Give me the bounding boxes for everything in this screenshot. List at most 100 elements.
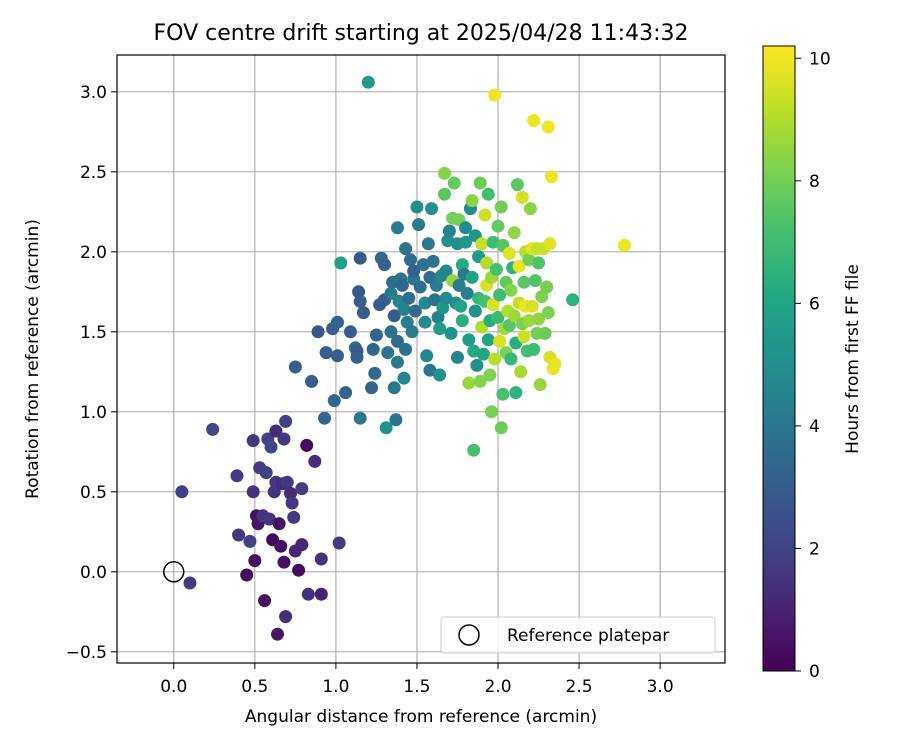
y-tick-label: −0.5 <box>66 643 107 663</box>
x-tick-label: 3.0 <box>647 677 674 697</box>
data-point <box>361 75 375 89</box>
data-point <box>384 286 398 300</box>
data-point <box>259 466 273 480</box>
data-point <box>541 306 555 320</box>
data-point <box>455 314 469 328</box>
plot-frame <box>116 54 726 664</box>
data-point <box>379 421 393 435</box>
data-point <box>390 355 404 369</box>
data-point <box>407 264 421 278</box>
data-point <box>314 587 328 601</box>
data-point <box>452 278 466 292</box>
data-point <box>517 275 531 289</box>
data-point <box>331 315 345 329</box>
data-point <box>300 438 314 452</box>
data-point <box>301 587 315 601</box>
data-point <box>517 330 531 344</box>
data-point <box>353 411 367 425</box>
data-point <box>454 299 468 313</box>
data-point <box>509 386 523 400</box>
data-point <box>535 290 549 304</box>
data-point <box>274 539 288 553</box>
data-point <box>439 291 453 305</box>
data-point <box>496 387 510 401</box>
data-point <box>410 200 424 214</box>
data-point <box>353 294 367 308</box>
data-point <box>230 469 244 483</box>
data-point <box>473 374 487 388</box>
data-point <box>343 325 357 339</box>
legend-box <box>440 616 716 654</box>
data-point <box>339 386 353 400</box>
data-point <box>493 288 507 302</box>
data-point <box>369 328 383 342</box>
reference-marker <box>162 561 185 583</box>
x-tick-label: 2.0 <box>484 677 511 697</box>
y-tick-label: 0.0 <box>80 563 107 583</box>
data-point <box>271 627 285 641</box>
data-point <box>175 485 189 499</box>
data-point <box>493 334 507 348</box>
data-point <box>433 368 447 382</box>
x-tick-label: 2.5 <box>566 677 593 697</box>
data-point <box>280 475 294 489</box>
data-point <box>431 310 445 324</box>
data-point <box>483 368 497 382</box>
legend: Reference platepar <box>440 616 716 654</box>
data-point <box>541 120 555 134</box>
data-point <box>510 178 524 192</box>
data-point <box>366 342 380 356</box>
data-point <box>502 318 516 332</box>
data-point <box>473 176 487 190</box>
data-point <box>390 334 404 348</box>
data-point <box>532 312 546 326</box>
data-point <box>408 304 422 318</box>
data-point <box>295 482 309 496</box>
data-point <box>421 237 435 251</box>
data-point <box>285 496 299 510</box>
data-point <box>418 315 432 329</box>
data-point <box>504 352 518 366</box>
data-point <box>331 349 345 363</box>
colorbar-tick-label: 4 <box>809 417 820 437</box>
data-point <box>489 262 503 276</box>
data-point <box>566 293 580 307</box>
data-point <box>423 363 437 377</box>
x-tick-label: 1.5 <box>403 677 430 697</box>
y-tick-label: 1.0 <box>80 403 107 423</box>
data-point <box>279 414 293 428</box>
x-axis-label: Angular distance from reference (arcmin) <box>245 707 597 727</box>
data-point <box>277 432 291 446</box>
data-point <box>447 176 461 190</box>
data-point <box>258 594 272 608</box>
data-point <box>399 242 413 256</box>
data-point <box>502 246 516 260</box>
data-point <box>287 510 301 524</box>
data-point <box>533 378 547 392</box>
data-point <box>413 280 427 294</box>
data-point <box>444 326 458 340</box>
data-point <box>439 264 453 278</box>
data-point <box>532 256 546 270</box>
data-point <box>491 219 505 233</box>
colorbar-tick-label: 2 <box>809 539 820 559</box>
data-point <box>494 421 508 435</box>
colorbar-tick-label: 8 <box>809 172 820 192</box>
data-point <box>368 366 382 380</box>
data-point <box>318 411 332 425</box>
colorbar-label: Hours from first FF file <box>843 264 863 454</box>
data-point <box>262 512 276 526</box>
data-point <box>523 202 537 216</box>
data-point <box>433 322 447 336</box>
data-point <box>465 270 479 284</box>
data-point <box>395 278 409 292</box>
data-point <box>332 536 346 550</box>
data-point <box>462 376 476 390</box>
data-point <box>412 218 426 232</box>
colorbar: 0 2 4 6 8 10 Hours from first FF file <box>762 45 863 682</box>
data-point <box>455 258 469 272</box>
data-point <box>240 568 254 582</box>
data-point <box>387 309 401 323</box>
data-point <box>481 333 495 347</box>
